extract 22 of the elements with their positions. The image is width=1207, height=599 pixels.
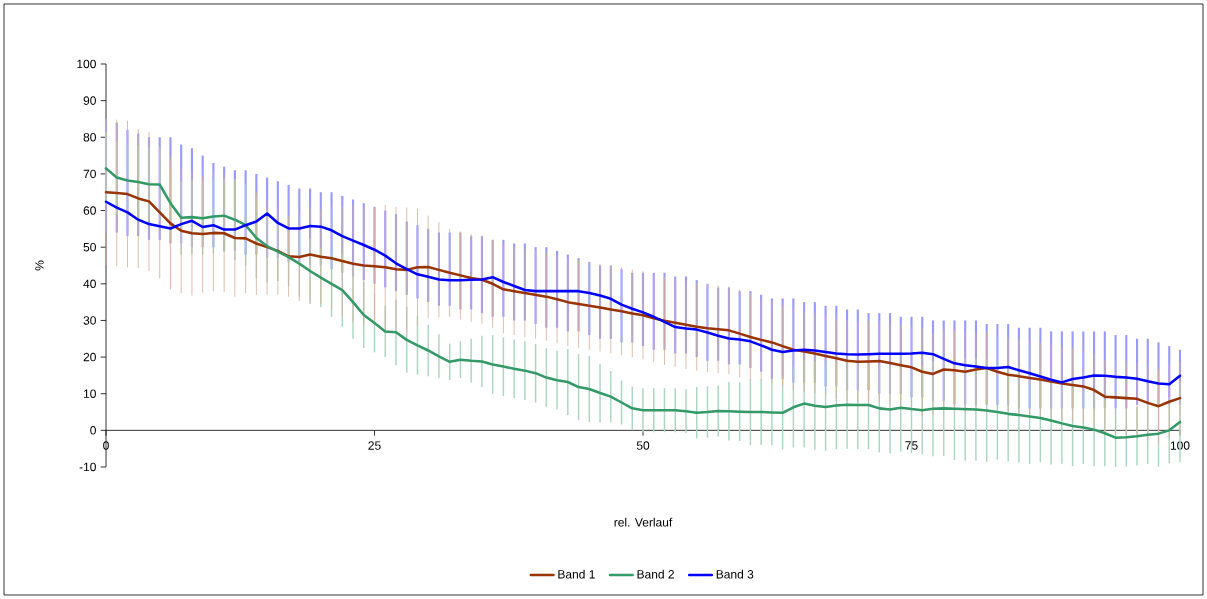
y-tick-label: 20 [83,352,96,362]
y-tick-label: 30 [83,316,96,325]
x-tick-label: 50 [636,441,650,450]
x-tick-label: 25 [368,441,381,450]
y-tick-label: 0 [90,426,96,435]
legend-label: Band 3 [716,569,754,579]
y-tick-label: 10 [83,389,96,398]
y-tick-label: 50 [83,242,96,252]
legend-label: Band 2 [637,569,674,579]
y-tick-label: 60 [83,206,96,215]
x-tick-label: 100 [1170,441,1190,450]
y-tick-label: 70 [83,169,96,179]
y-tick-label: 80 [83,133,96,142]
legend-label: Band 1 [558,569,595,579]
y-axis-title: % [35,260,44,271]
y-tick-label: 100 [77,59,96,69]
y-tick-label: 90 [83,96,96,105]
x-axis-title: rel. Verlauf [614,517,673,527]
x-tick-label: 75 [905,441,918,450]
x-tick-label: 0 [103,441,109,450]
y-tick-label: 40 [83,279,96,289]
y-tick-label: -10 [79,462,96,472]
